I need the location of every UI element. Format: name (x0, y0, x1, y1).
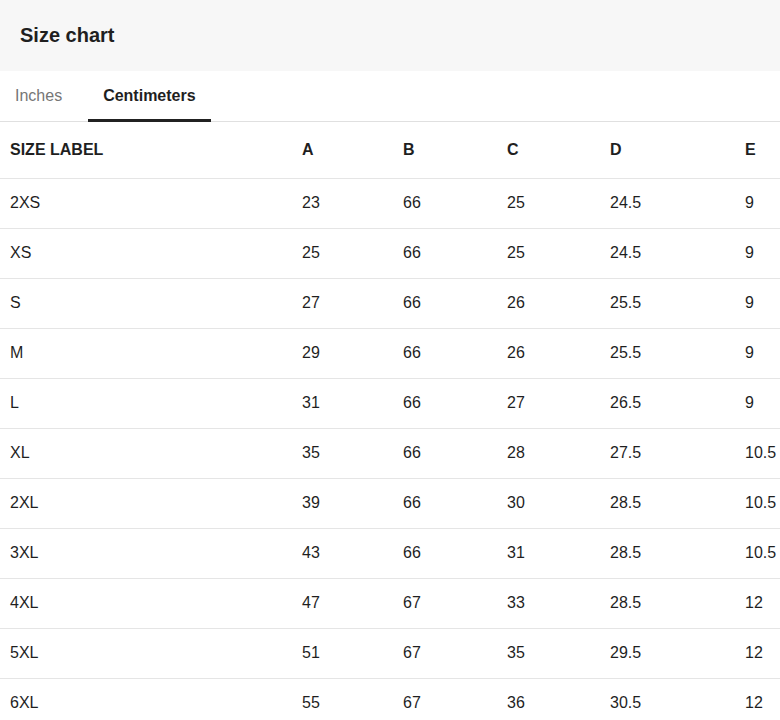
value-cell: 10.5 (745, 528, 780, 578)
value-cell: 23 (302, 178, 403, 228)
value-cell: 27 (507, 378, 610, 428)
size-label-cell: 4XL (0, 578, 302, 628)
size-label-cell: 5XL (0, 628, 302, 678)
value-cell: 25 (507, 178, 610, 228)
size-chart-table: SIZE LABEL A B C D E 2XS 23 66 25 24.5 9… (0, 122, 780, 720)
column-header-size-label: SIZE LABEL (0, 122, 302, 178)
value-cell: 66 (403, 378, 507, 428)
value-cell: 26 (507, 328, 610, 378)
value-cell: 66 (403, 428, 507, 478)
size-chart-header: Size chart (0, 0, 780, 71)
value-cell: 66 (403, 178, 507, 228)
size-label-cell: S (0, 278, 302, 328)
value-cell: 27 (302, 278, 403, 328)
value-cell: 27.5 (610, 428, 745, 478)
value-cell: 30.5 (610, 678, 745, 720)
value-cell: 35 (302, 428, 403, 478)
value-cell: 12 (745, 578, 780, 628)
table-row: 6XL 55 67 36 30.5 12 (0, 678, 780, 720)
table-row: XL 35 66 28 27.5 10.5 (0, 428, 780, 478)
value-cell: 10.5 (745, 478, 780, 528)
value-cell: 26 (507, 278, 610, 328)
size-label-cell: XS (0, 228, 302, 278)
size-label-cell: 2XS (0, 178, 302, 228)
size-label-cell: 6XL (0, 678, 302, 720)
table-row: 4XL 47 67 33 28.5 12 (0, 578, 780, 628)
table-header-row: SIZE LABEL A B C D E (0, 122, 780, 178)
column-header-c: C (507, 122, 610, 178)
table-row: 2XL 39 66 30 28.5 10.5 (0, 478, 780, 528)
value-cell: 28.5 (610, 478, 745, 528)
value-cell: 55 (302, 678, 403, 720)
table-row: 3XL 43 66 31 28.5 10.5 (0, 528, 780, 578)
value-cell: 24.5 (610, 228, 745, 278)
page-title: Size chart (20, 24, 114, 47)
tab-centimeters[interactable]: Centimeters (88, 71, 210, 121)
column-header-d: D (610, 122, 745, 178)
value-cell: 67 (403, 678, 507, 720)
size-label-cell: XL (0, 428, 302, 478)
table-row: 5XL 51 67 35 29.5 12 (0, 628, 780, 678)
value-cell: 9 (745, 178, 780, 228)
value-cell: 66 (403, 328, 507, 378)
value-cell: 28.5 (610, 578, 745, 628)
value-cell: 51 (302, 628, 403, 678)
value-cell: 25 (302, 228, 403, 278)
table-row: XS 25 66 25 24.5 9 (0, 228, 780, 278)
value-cell: 66 (403, 478, 507, 528)
value-cell: 30 (507, 478, 610, 528)
tab-inches[interactable]: Inches (0, 71, 77, 121)
value-cell: 9 (745, 228, 780, 278)
value-cell: 28 (507, 428, 610, 478)
value-cell: 9 (745, 378, 780, 428)
value-cell: 36 (507, 678, 610, 720)
value-cell: 47 (302, 578, 403, 628)
column-header-a: A (302, 122, 403, 178)
value-cell: 9 (745, 278, 780, 328)
value-cell: 9 (745, 328, 780, 378)
value-cell: 66 (403, 278, 507, 328)
value-cell: 25.5 (610, 278, 745, 328)
value-cell: 31 (507, 528, 610, 578)
tab-inches-label: Inches (15, 87, 62, 105)
value-cell: 67 (403, 578, 507, 628)
value-cell: 10.5 (745, 428, 780, 478)
value-cell: 12 (745, 678, 780, 720)
table-row: M 29 66 26 25.5 9 (0, 328, 780, 378)
column-header-b: B (403, 122, 507, 178)
value-cell: 12 (745, 628, 780, 678)
value-cell: 43 (302, 528, 403, 578)
value-cell: 24.5 (610, 178, 745, 228)
table-row: L 31 66 27 26.5 9 (0, 378, 780, 428)
value-cell: 29.5 (610, 628, 745, 678)
tab-centimeters-label: Centimeters (103, 87, 195, 105)
table-row: 2XS 23 66 25 24.5 9 (0, 178, 780, 228)
value-cell: 66 (403, 228, 507, 278)
size-label-cell: 2XL (0, 478, 302, 528)
value-cell: 26.5 (610, 378, 745, 428)
value-cell: 39 (302, 478, 403, 528)
size-label-cell: M (0, 328, 302, 378)
column-header-e: E (745, 122, 780, 178)
value-cell: 67 (403, 628, 507, 678)
value-cell: 35 (507, 628, 610, 678)
value-cell: 31 (302, 378, 403, 428)
value-cell: 29 (302, 328, 403, 378)
value-cell: 28.5 (610, 528, 745, 578)
size-label-cell: 3XL (0, 528, 302, 578)
unit-tab-bar: Inches Centimeters (0, 71, 780, 122)
value-cell: 25 (507, 228, 610, 278)
table-row: S 27 66 26 25.5 9 (0, 278, 780, 328)
size-table-body: 2XS 23 66 25 24.5 9 XS 25 66 25 24.5 9 S… (0, 178, 780, 720)
value-cell: 33 (507, 578, 610, 628)
size-label-cell: L (0, 378, 302, 428)
value-cell: 25.5 (610, 328, 745, 378)
value-cell: 66 (403, 528, 507, 578)
